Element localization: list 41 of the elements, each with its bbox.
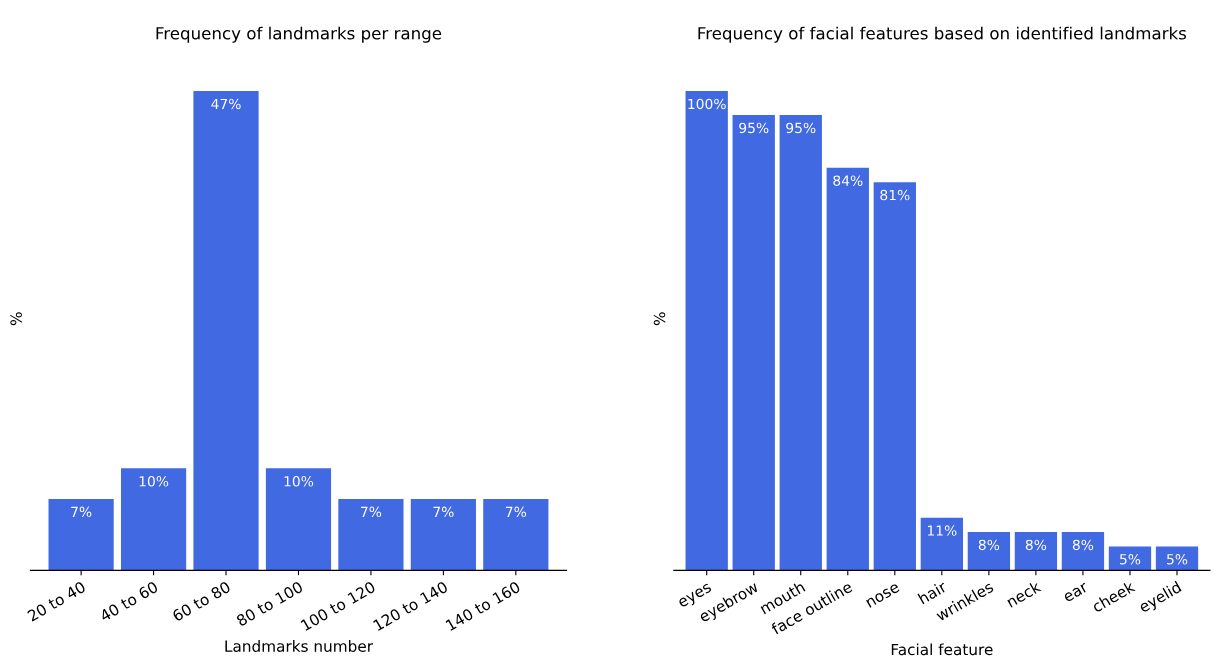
y-axis-title: % — [653, 312, 666, 326]
y-axis-title: % — [10, 312, 22, 326]
bar — [826, 167, 869, 571]
x-tick-label: nose — [866, 583, 901, 608]
bar — [1061, 532, 1105, 571]
data-label: 10% — [139, 476, 169, 487]
data-label: 5% — [1120, 554, 1141, 565]
x-tick-label: 60 to 80 — [171, 580, 232, 622]
bar — [1108, 546, 1152, 571]
data-label: 7% — [433, 506, 454, 518]
x-axis-title: Facial feature — [891, 643, 993, 656]
data-label: 95% — [786, 122, 816, 134]
chart-title: Frequency of landmarks per range — [156, 26, 442, 43]
data-label: 8% — [1025, 539, 1047, 551]
x-tick-label: 20 to 40 — [26, 580, 87, 622]
bar — [920, 517, 964, 571]
data-label: 10% — [284, 476, 314, 487]
bar — [967, 532, 1011, 571]
x-tick-label: ear — [1063, 582, 1089, 603]
bar — [1155, 546, 1199, 571]
data-label: 81% — [880, 189, 910, 201]
data-label: 7% — [71, 506, 92, 518]
data-label: 8% — [978, 539, 1000, 551]
data-label: 7% — [361, 506, 382, 518]
data-label: 7% — [505, 506, 527, 518]
data-label: 8% — [1072, 539, 1094, 551]
data-label: 95% — [739, 122, 769, 134]
x-tick-label: 40 to 60 — [98, 580, 159, 622]
bar — [732, 115, 775, 571]
data-label: 84% — [833, 175, 863, 186]
chart-title: Frequency of facial features based on identified landmarks — [698, 26, 1187, 43]
data-label: 11% — [927, 525, 957, 536]
data-label: 5% — [1167, 554, 1188, 565]
data-label: 100% — [688, 98, 726, 110]
x-axis-title: Landmarks number — [225, 640, 374, 652]
data-label: 47% — [211, 98, 241, 110]
x-tick-label: neck — [1005, 580, 1042, 608]
bar — [779, 115, 822, 571]
bar — [685, 91, 728, 571]
bar — [1014, 532, 1058, 571]
bar — [873, 182, 916, 571]
